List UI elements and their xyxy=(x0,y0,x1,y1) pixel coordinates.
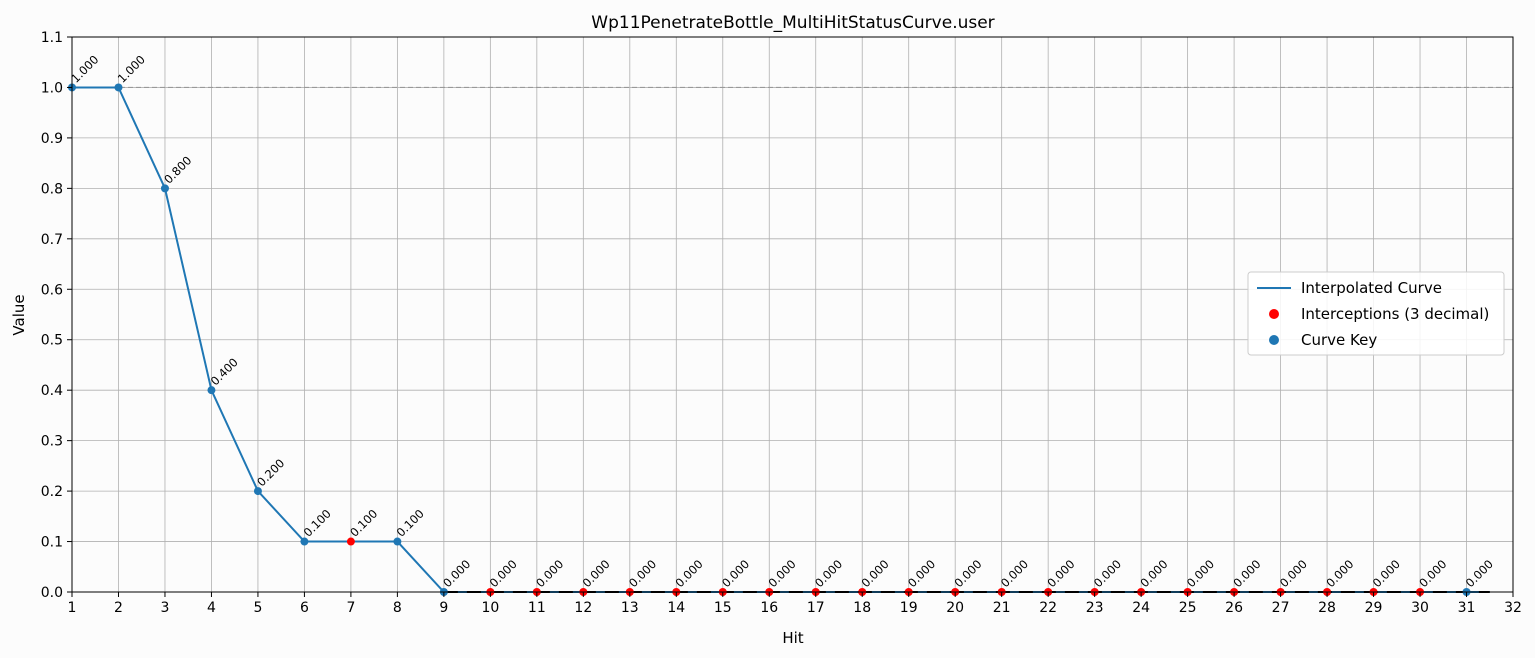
y-tick-label: 0.4 xyxy=(41,383,63,399)
x-tick-label: 24 xyxy=(1132,600,1150,616)
data-label: 0.000 xyxy=(1230,557,1263,590)
data-label: 0.000 xyxy=(858,557,891,590)
data-label: 0.000 xyxy=(580,557,613,590)
x-tick-label: 8 xyxy=(393,600,402,616)
x-tick-label: 20 xyxy=(946,600,964,616)
data-label: 0.000 xyxy=(719,557,752,590)
plot-frame xyxy=(71,36,1514,593)
y-tick-label: 0.5 xyxy=(41,333,63,349)
x-tick-label: 17 xyxy=(807,600,825,616)
x-tick-label: 28 xyxy=(1318,600,1336,616)
x-tick-label: 25 xyxy=(1179,600,1197,616)
y-tick-label: 0.8 xyxy=(41,181,63,197)
interception-point xyxy=(346,537,355,546)
x-tick-label: 4 xyxy=(207,600,216,616)
data-label: 0.000 xyxy=(1137,557,1170,590)
curve-key-point xyxy=(160,184,169,193)
data-label: 0.000 xyxy=(487,557,520,590)
x-tick-label: 14 xyxy=(667,600,685,616)
chart-title: Wp11PenetrateBottle_MultiHitStatusCurve.… xyxy=(591,13,994,33)
x-tick-labels: 1 2 3 4 5 6 7 8 9 10 11 12 13 14 15 16 17 18 19 20 21 22 23 24 2… xyxy=(68,592,1522,616)
legend: Interpolated Curve Interceptions (3 decim… xyxy=(1247,271,1505,356)
interpolated-curve-line xyxy=(72,86,1490,593)
curve-key-point xyxy=(207,386,216,395)
x-tick-label: 23 xyxy=(1086,600,1104,616)
data-label: 0.800 xyxy=(161,153,194,186)
data-label: 0.000 xyxy=(440,557,473,590)
legend-dot-swatch xyxy=(1269,309,1279,319)
legend-box xyxy=(1247,271,1505,356)
x-tick-label: 32 xyxy=(1504,600,1522,616)
data-label: 0.000 xyxy=(998,557,1031,590)
y-tick-label: 1.1 xyxy=(41,30,63,46)
data-label: 0.000 xyxy=(905,557,938,590)
data-label: 0.000 xyxy=(1463,557,1496,590)
data-label: 0.000 xyxy=(1323,557,1356,590)
x-tick-label: 2 xyxy=(114,600,123,616)
legend-label: Interpolated Curve xyxy=(1301,279,1442,297)
x-tick-label: 19 xyxy=(900,600,918,616)
y-tick-label: 1.0 xyxy=(41,80,63,96)
x-tick-label: 12 xyxy=(574,600,592,616)
x-tick-label: 27 xyxy=(1272,600,1290,616)
x-tick-label: 9 xyxy=(439,600,448,616)
y-axis-label: Value xyxy=(10,294,28,335)
data-label: 0.000 xyxy=(951,557,984,590)
legend-dot-swatch xyxy=(1269,335,1279,345)
y-tick-label: 0.1 xyxy=(41,535,63,551)
data-label: 0.000 xyxy=(765,557,798,590)
x-tick-label: 5 xyxy=(253,600,262,616)
x-tick-label: 10 xyxy=(481,600,499,616)
x-tick-label: 7 xyxy=(346,600,355,616)
data-label: 0.000 xyxy=(533,557,566,590)
y-tick-label: 0.0 xyxy=(41,585,63,601)
x-tick-label: 13 xyxy=(621,600,639,616)
data-label: 0.000 xyxy=(1277,557,1310,590)
y-tick-label: 0.7 xyxy=(41,232,63,248)
axes xyxy=(71,36,1514,593)
y-tick-label: 0.3 xyxy=(41,434,63,450)
data-label: 0.000 xyxy=(812,557,845,590)
data-label: 1.000 xyxy=(115,52,148,85)
curve-key-point xyxy=(253,487,262,496)
curve-key-point xyxy=(300,537,309,546)
data-label: 0.200 xyxy=(254,456,287,489)
x-tick-label: 11 xyxy=(528,600,546,616)
x-tick-label: 6 xyxy=(300,600,309,616)
data-label: 0.000 xyxy=(1370,557,1403,590)
x-tick-label: 31 xyxy=(1458,600,1476,616)
x-tick-label: 21 xyxy=(993,600,1011,616)
data-label: 0.100 xyxy=(394,506,427,539)
curve-key-point xyxy=(114,83,123,92)
x-tick-label: 26 xyxy=(1225,600,1243,616)
x-tick-label: 1 xyxy=(68,600,77,616)
curve-key-point xyxy=(393,537,402,546)
x-tick-label: 18 xyxy=(853,600,871,616)
data-label: 0.100 xyxy=(301,506,334,539)
y-tick-label: 0.6 xyxy=(41,282,63,298)
x-tick-label: 16 xyxy=(760,600,778,616)
x-tick-label: 15 xyxy=(714,600,732,616)
x-axis-label: Hit xyxy=(782,629,803,647)
legend-label: Interceptions (3 decimal) xyxy=(1301,305,1489,323)
y-tick-label: 0.9 xyxy=(41,131,63,147)
x-tick-label: 30 xyxy=(1411,600,1429,616)
data-label: 1.000 xyxy=(68,52,101,85)
data-label: 0.000 xyxy=(1091,557,1124,590)
x-tick-label: 3 xyxy=(161,600,170,616)
y-tick-labels: 0.0 0.1 0.2 0.3 0.4 0.5 0.6 0.7 0.8 0.9 1.0 1.1 xyxy=(41,30,72,601)
legend-label: Curve Key xyxy=(1301,331,1377,349)
y-tick-label: 0.2 xyxy=(41,484,63,500)
data-label: 0.000 xyxy=(1416,557,1449,590)
x-tick-label: 29 xyxy=(1365,600,1383,616)
data-label: 0.000 xyxy=(673,557,706,590)
data-label: 0.400 xyxy=(208,355,241,388)
data-label: 0.100 xyxy=(347,506,380,539)
data-label: 0.000 xyxy=(626,557,659,590)
x-tick-label: 22 xyxy=(1039,600,1057,616)
data-label: 0.000 xyxy=(1044,557,1077,590)
data-label: 0.000 xyxy=(1184,557,1217,590)
